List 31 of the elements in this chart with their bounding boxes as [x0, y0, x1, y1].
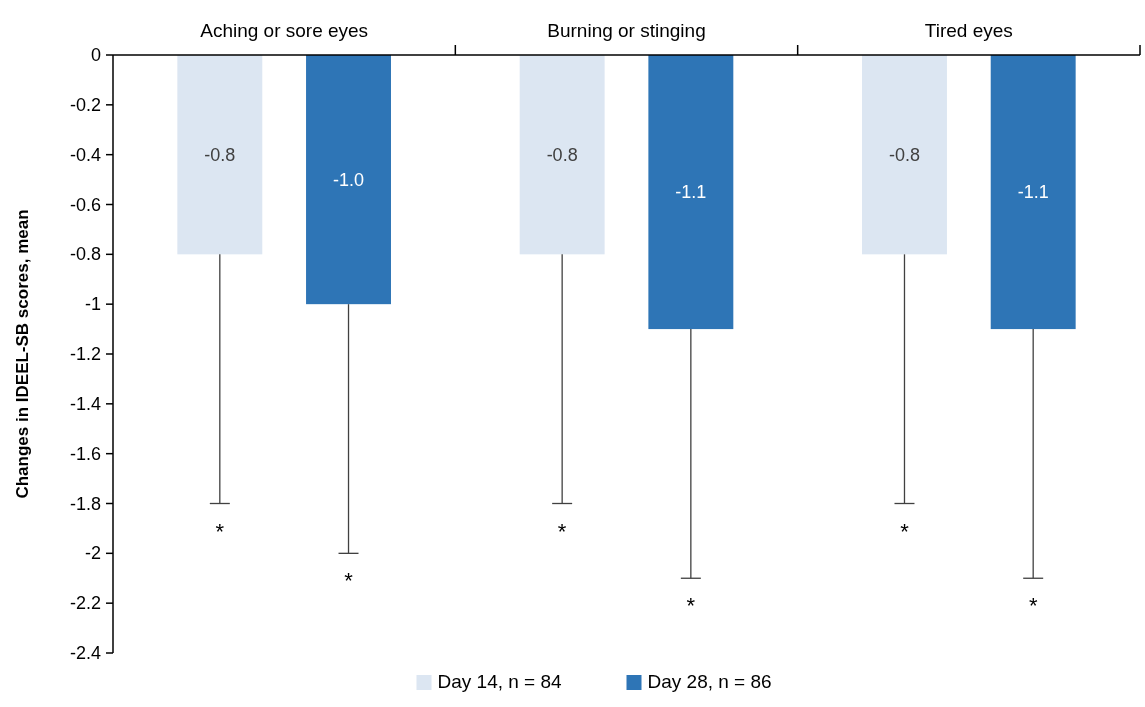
annotation: * [344, 568, 354, 594]
x-tick-label: Tired eyes [924, 20, 1013, 41]
annotation: * [900, 518, 910, 544]
y-tick-label: -2 [84, 543, 101, 564]
data-label: -1.1 [1017, 182, 1049, 203]
y-tick-label: -1.2 [69, 344, 101, 364]
annotation: * [1028, 593, 1038, 619]
legend-label: Day 28, n = 86 [647, 671, 772, 692]
annotation: * [557, 518, 567, 544]
legend-label: Day 14, n = 84 [437, 671, 563, 692]
y-tick-label: -0.6 [69, 194, 101, 215]
y-tick-label: -1.6 [69, 443, 101, 464]
x-tick-label: Aching or sore eyes [200, 20, 369, 41]
y-tick-label: -0.8 [69, 244, 101, 265]
annotation: * [215, 518, 225, 544]
data-label: -0.8 [204, 144, 236, 165]
y-tick-label: -2.2 [69, 593, 101, 614]
annotation: * [686, 593, 696, 619]
data-label: -0.8 [888, 144, 920, 165]
y-tick-label: -1.4 [69, 393, 101, 414]
data-label: -0.8 [546, 144, 578, 165]
y-axis-title: Changes in IDEEL-SB scores, mean [13, 209, 32, 499]
y-tick-label: -0.2 [69, 94, 101, 115]
data-label: -1.1 [675, 182, 707, 203]
y-tick-label: 0 [90, 45, 101, 65]
y-tick-label: -2.4 [69, 643, 101, 663]
y-tick-label: -0.4 [69, 144, 101, 165]
data-label: -1.0 [333, 169, 365, 190]
y-tick-label: -1.8 [69, 493, 101, 514]
y-tick-label: -1 [84, 294, 101, 315]
x-tick-label: Burning or stinging [547, 20, 706, 41]
